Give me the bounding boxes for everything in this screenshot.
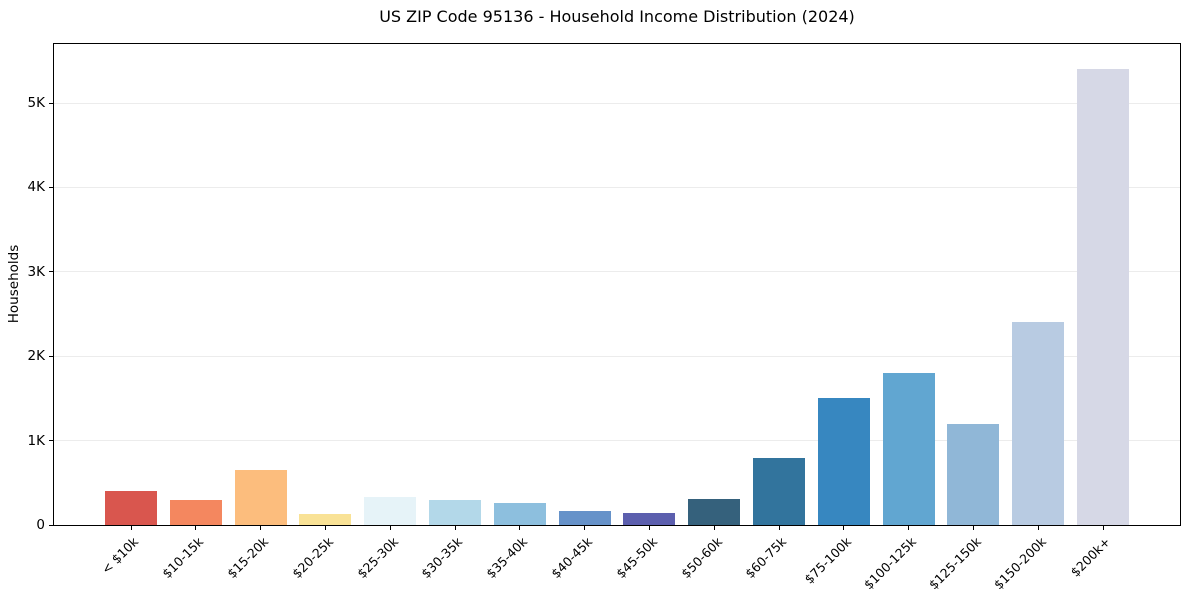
x-tick-mark-$150-200k (1037, 525, 1039, 530)
y-tick-label-text: 2K (27, 348, 45, 365)
x-tick-label-text: $45-50k (612, 534, 660, 582)
y-tick-mark-0 (49, 524, 53, 526)
x-tick-mark-$15-20k (260, 525, 262, 530)
x-tick-label-text: $20-25k (288, 534, 336, 582)
x-tick-label-text: < $10k (98, 534, 142, 577)
y-axis-label: Households (6, 244, 22, 324)
bar-$75-100k (817, 398, 870, 525)
y-tick-label-text: 5K (27, 95, 45, 112)
y-tick-mark-5K (49, 102, 53, 104)
x-tick-label-text: $75-100k (801, 534, 855, 587)
gridline-3K (54, 271, 1180, 273)
x-tick-label-text: $125-150k (925, 534, 984, 590)
y-tick-mark-4K (49, 186, 53, 188)
x-tick-mark-$25-30k (389, 525, 391, 530)
bar-$60-75k (753, 457, 805, 525)
y-tick-label-text: 3K (27, 263, 45, 280)
x-tick-mark-$200k+ (1102, 525, 1104, 530)
y-tick-mark-2K (49, 355, 53, 357)
x-tick-mark-$60-75k (778, 525, 780, 530)
y-tick-label-text: 1K (27, 432, 45, 449)
bar-$20-25k (299, 514, 352, 525)
x-tick-mark-$50-60k (713, 525, 715, 530)
gridline-1K (54, 440, 1180, 442)
bar-$100-125k (882, 373, 935, 525)
bar-$35-40k (493, 502, 546, 525)
x-tick-label-text: $40-45k (548, 534, 596, 582)
x-tick-label-text: $25-30k (353, 534, 401, 582)
gridline-4K (54, 186, 1180, 188)
x-tick-mark-$40-45k (584, 525, 586, 530)
bar-$15-20k (234, 470, 287, 525)
x-tick-label-text: $200k+ (1067, 534, 1114, 580)
bar-$200k+ (1077, 69, 1129, 525)
chart-title: US ZIP Code 95136 - Household Income Dis… (379, 7, 855, 26)
y-tick-mark-3K (49, 271, 53, 273)
bar-$10-15k (169, 499, 222, 525)
x-tick-mark-$35-40k (519, 525, 521, 530)
x-tick-label-text: $15-20k (224, 534, 272, 582)
bar-$45-50k (623, 512, 676, 525)
x-tick-mark-$20-25k (324, 525, 326, 530)
x-tick-mark-$30-35k (454, 525, 456, 530)
x-tick-mark-$100-125k (908, 525, 910, 530)
gridline-2K (54, 355, 1180, 357)
x-tick-label-text: $35-40k (483, 534, 531, 582)
bar-< $10k (105, 491, 157, 525)
bar-$30-35k (429, 499, 481, 525)
x-tick-mark-< $10k (130, 525, 132, 530)
x-tick-mark-$125-150k (972, 525, 974, 530)
x-tick-label-text: $10-15k (159, 534, 207, 582)
bar-$40-45k (558, 511, 611, 525)
bar-$25-30k (364, 497, 417, 525)
y-tick-label-text: 0 (36, 517, 45, 533)
x-tick-label-text: $50-60k (677, 534, 725, 582)
x-tick-mark-$10-15k (195, 525, 197, 530)
y-tick-mark-1K (49, 440, 53, 442)
gridline-5K (54, 102, 1180, 104)
x-tick-label-text: $100-125k (860, 534, 920, 590)
y-tick-label-text: 4K (27, 179, 45, 196)
x-tick-mark-$45-50k (648, 525, 650, 530)
x-tick-label-text: $150-200k (990, 534, 1049, 590)
plot-area: 0 1K 2K 3K 4K 5K < $10k $10-15k $15-20k $20-25k $2… (28, 43, 1181, 590)
bar-$50-60k (688, 498, 741, 525)
x-tick-mark-$75-100k (843, 525, 845, 530)
x-tick-label-text: $60-75k (742, 534, 790, 582)
bar-$150-200k (1012, 322, 1065, 525)
x-tick-label-text: $30-35k (418, 534, 466, 582)
bar-$125-150k (947, 423, 1000, 525)
